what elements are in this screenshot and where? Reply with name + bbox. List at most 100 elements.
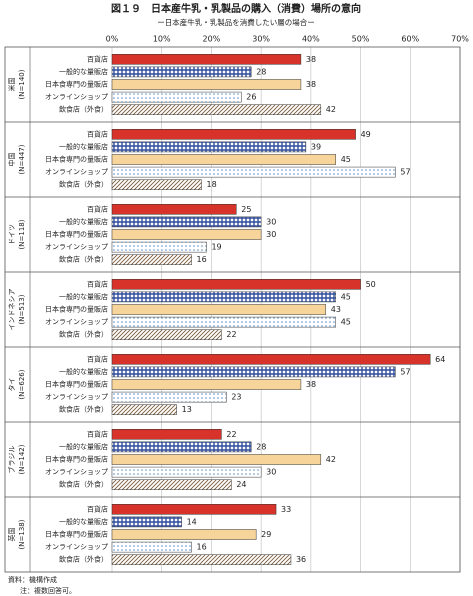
group-n: (N=140) bbox=[18, 69, 26, 99]
bar bbox=[111, 479, 232, 490]
value-label: 36 bbox=[296, 555, 306, 564]
bar bbox=[111, 391, 227, 403]
group-n: (N=626) bbox=[18, 369, 26, 399]
value-label: 14 bbox=[187, 517, 197, 526]
value-label: 43 bbox=[331, 305, 341, 314]
value-label: 45 bbox=[341, 318, 351, 327]
category-label: 飲食店（外食） bbox=[59, 105, 108, 114]
value-label: 42 bbox=[326, 455, 336, 464]
bar bbox=[111, 354, 431, 365]
category-label: オンラインショップ bbox=[45, 243, 108, 251]
value-label: 39 bbox=[311, 142, 321, 151]
note: 注：複数回答可。 bbox=[20, 586, 76, 595]
bar bbox=[111, 504, 277, 515]
category-label: 日本食専門の量販店 bbox=[45, 305, 108, 314]
category-label: 日本食専門の量販店 bbox=[45, 155, 108, 164]
bar bbox=[111, 541, 192, 553]
bar bbox=[111, 279, 361, 290]
value-label: 18 bbox=[206, 180, 216, 189]
chart-title: 図１９ 日本産牛乳・乳製品の購入（消費）場所の意向 bbox=[111, 2, 361, 15]
category-label: 飲食店（外食） bbox=[59, 330, 108, 339]
bar bbox=[111, 129, 356, 140]
category-label: オンラインショップ bbox=[45, 543, 108, 551]
category-label: 百貨店 bbox=[87, 429, 108, 438]
bar bbox=[111, 254, 192, 265]
value-label: 30 bbox=[266, 230, 276, 239]
category-label: 百貨店 bbox=[87, 504, 108, 513]
value-label: 57 bbox=[400, 367, 410, 376]
value-label: 22 bbox=[226, 430, 236, 439]
group-label: 英国 bbox=[7, 528, 16, 542]
group-n: (N=142) bbox=[18, 444, 26, 474]
category-label: 百貨店 bbox=[87, 279, 108, 288]
bar bbox=[111, 304, 327, 315]
value-label: 30 bbox=[266, 468, 276, 477]
value-label: 24 bbox=[236, 480, 246, 489]
bar bbox=[111, 154, 336, 165]
bar bbox=[111, 291, 336, 303]
value-label: 64 bbox=[435, 355, 445, 364]
note: 資料：機構作成 bbox=[8, 575, 57, 584]
category-label: 百貨店 bbox=[87, 54, 108, 63]
value-label: 16 bbox=[197, 543, 207, 552]
x-tick-label: 70% bbox=[451, 35, 469, 44]
bar bbox=[111, 429, 222, 440]
category-label: 飲食店（外食） bbox=[59, 555, 108, 564]
bar bbox=[111, 441, 252, 453]
value-label: 26 bbox=[246, 93, 256, 102]
value-label: 38 bbox=[306, 80, 316, 89]
bar bbox=[111, 554, 292, 565]
value-label: 23 bbox=[231, 393, 241, 402]
bar bbox=[111, 379, 302, 390]
value-label: 42 bbox=[326, 105, 336, 114]
bar bbox=[111, 516, 182, 528]
category-label: 百貨店 bbox=[87, 129, 108, 138]
x-tick-label: 0% bbox=[106, 35, 119, 44]
value-label: 50 bbox=[366, 280, 376, 289]
group-n: (N=513) bbox=[18, 294, 26, 324]
category-label: 飲食店（外食） bbox=[59, 255, 108, 264]
bar bbox=[111, 529, 257, 540]
category-label: 百貨店 bbox=[87, 204, 108, 213]
bar bbox=[111, 466, 262, 478]
category-label: オンラインショップ bbox=[45, 468, 108, 476]
bar bbox=[111, 54, 302, 65]
category-label: 一般的な量販店 bbox=[59, 292, 108, 301]
value-label: 57 bbox=[400, 168, 410, 177]
group-n: (N=447) bbox=[18, 144, 26, 174]
bar bbox=[111, 316, 336, 328]
x-tick-label: 50% bbox=[352, 35, 370, 44]
value-label: 29 bbox=[261, 530, 271, 539]
chart-subtitle: ー日本産牛乳・乳製品を消費したい層の場合ー bbox=[157, 17, 315, 27]
bar bbox=[111, 404, 177, 415]
bar bbox=[111, 79, 302, 90]
bar bbox=[111, 229, 262, 240]
group-label: ブラジル bbox=[7, 446, 16, 474]
plot-frame bbox=[4, 46, 461, 573]
value-label: 19 bbox=[211, 243, 221, 252]
category-label: 日本食専門の量販店 bbox=[45, 380, 108, 389]
bar bbox=[111, 91, 242, 103]
category-label: 一般的な量販店 bbox=[59, 517, 108, 526]
value-label: 25 bbox=[241, 205, 251, 214]
category-label: 日本食専門の量販店 bbox=[45, 455, 108, 464]
category-label: 飲食店（外食） bbox=[59, 180, 108, 189]
category-label: 一般的な量販店 bbox=[59, 217, 108, 226]
bar bbox=[111, 204, 237, 215]
value-label: 38 bbox=[306, 380, 316, 389]
value-label: 45 bbox=[341, 155, 351, 164]
x-tick-label: 20% bbox=[203, 35, 221, 44]
bar bbox=[111, 179, 202, 190]
x-tick-label: 60% bbox=[401, 35, 419, 44]
value-label: 33 bbox=[281, 505, 291, 514]
bar bbox=[111, 329, 222, 340]
bar bbox=[111, 454, 322, 465]
bar bbox=[111, 216, 262, 228]
value-label: 28 bbox=[256, 67, 266, 76]
category-label: 飲食店（外食） bbox=[59, 405, 108, 414]
group-label: 米国 bbox=[7, 78, 16, 92]
category-label: 一般的な量販店 bbox=[59, 367, 108, 376]
group-n: (N=138) bbox=[18, 519, 26, 549]
value-label: 49 bbox=[361, 130, 371, 139]
category-label: オンラインショップ bbox=[45, 393, 108, 401]
